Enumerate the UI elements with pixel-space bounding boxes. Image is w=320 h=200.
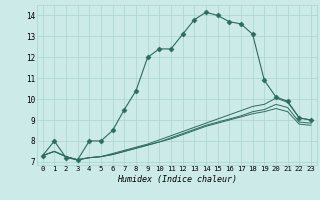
X-axis label: Humidex (Indice chaleur): Humidex (Indice chaleur) [117,175,237,184]
